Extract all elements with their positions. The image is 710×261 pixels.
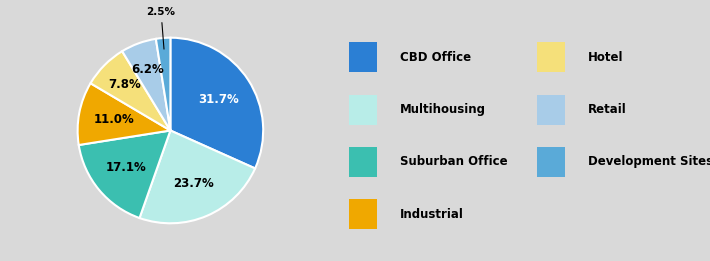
- Text: 6.2%: 6.2%: [131, 63, 165, 76]
- Text: 2.5%: 2.5%: [146, 7, 175, 49]
- Text: Retail: Retail: [588, 103, 626, 116]
- FancyBboxPatch shape: [537, 147, 565, 177]
- FancyBboxPatch shape: [349, 147, 377, 177]
- Text: 17.1%: 17.1%: [106, 161, 146, 174]
- Text: Hotel: Hotel: [588, 51, 623, 64]
- Wedge shape: [170, 38, 263, 168]
- FancyBboxPatch shape: [349, 42, 377, 72]
- Wedge shape: [79, 130, 170, 218]
- Wedge shape: [90, 51, 170, 130]
- Text: CBD Office: CBD Office: [400, 51, 471, 64]
- Text: 7.8%: 7.8%: [108, 78, 141, 91]
- FancyBboxPatch shape: [349, 94, 377, 124]
- Text: Industrial: Industrial: [400, 207, 464, 221]
- Text: 11.0%: 11.0%: [94, 113, 134, 126]
- Text: Development Sites: Development Sites: [588, 155, 710, 168]
- FancyBboxPatch shape: [349, 199, 377, 229]
- FancyBboxPatch shape: [537, 94, 565, 124]
- Wedge shape: [77, 83, 170, 145]
- Text: Suburban Office: Suburban Office: [400, 155, 507, 168]
- Wedge shape: [122, 39, 170, 130]
- Text: 23.7%: 23.7%: [173, 177, 214, 190]
- FancyBboxPatch shape: [537, 42, 565, 72]
- Text: Multihousing: Multihousing: [400, 103, 486, 116]
- Text: 31.7%: 31.7%: [198, 93, 239, 106]
- Wedge shape: [156, 38, 170, 130]
- Wedge shape: [139, 130, 255, 223]
